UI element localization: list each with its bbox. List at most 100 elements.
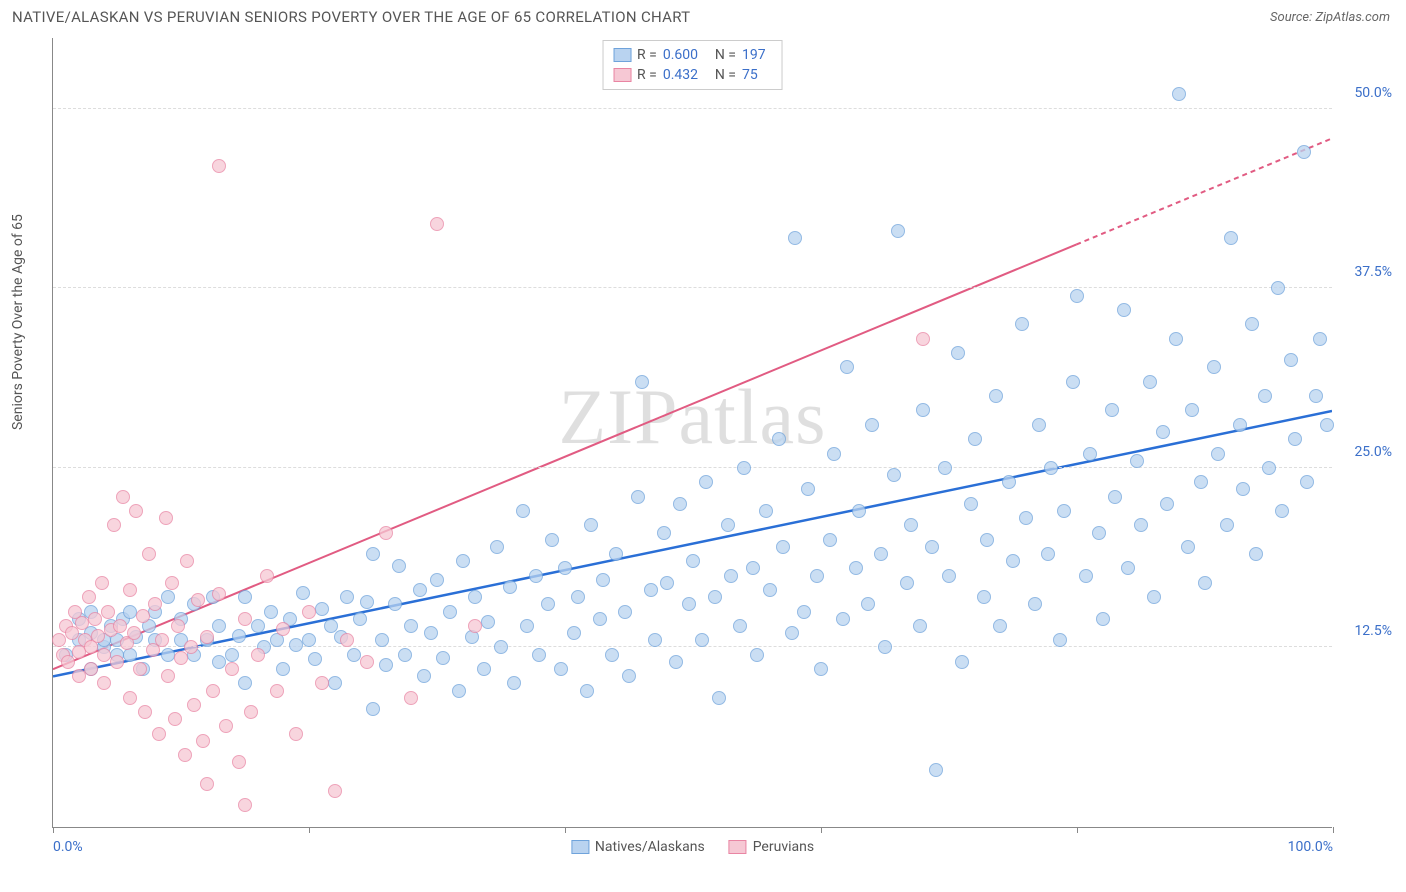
data-point: [584, 518, 598, 532]
data-point: [161, 648, 175, 662]
data-point: [110, 655, 124, 669]
gridline: [53, 108, 1332, 109]
x-tick: [1333, 827, 1334, 833]
data-point: [430, 217, 444, 231]
data-point: [490, 540, 504, 554]
data-point: [225, 662, 239, 676]
data-point: [669, 655, 683, 669]
scatter-chart: ZIPatlas R = 0.600 N = 197 R = 0.432 N =…: [52, 38, 1332, 828]
data-point: [165, 576, 179, 590]
data-point: [1143, 375, 1157, 389]
data-point: [746, 561, 760, 575]
data-point: [567, 626, 581, 640]
data-point: [849, 561, 863, 575]
data-point: [797, 605, 811, 619]
data-point: [127, 626, 141, 640]
data-point: [232, 755, 246, 769]
data-point: [635, 375, 649, 389]
data-point: [874, 547, 888, 561]
data-point: [1041, 547, 1055, 561]
data-point: [964, 497, 978, 511]
data-point: [404, 691, 418, 705]
y-axis-label: Seniors Poverty Over the Age of 65: [10, 214, 26, 430]
data-point: [264, 605, 278, 619]
data-point: [413, 583, 427, 597]
legend-item: Peruvians: [729, 839, 814, 855]
data-point: [225, 648, 239, 662]
data-point: [328, 784, 342, 798]
watermark: ZIPatlas: [559, 372, 827, 462]
data-point: [1233, 418, 1247, 432]
data-point: [989, 389, 1003, 403]
data-point: [180, 554, 194, 568]
data-point: [366, 702, 380, 716]
y-tick-label: 25.0%: [1354, 444, 1392, 460]
data-point: [1147, 590, 1161, 604]
data-point: [107, 518, 121, 532]
data-point: [123, 691, 137, 705]
data-point: [1079, 569, 1093, 583]
data-point: [436, 651, 450, 665]
data-point: [161, 669, 175, 683]
data-point: [238, 798, 252, 812]
data-point: [1284, 353, 1298, 367]
chart-title: NATIVE/ALASKAN VS PERUVIAN SENIORS POVER…: [12, 8, 690, 26]
data-point: [721, 518, 735, 532]
data-point: [951, 346, 965, 360]
data-point: [980, 533, 994, 547]
x-tick: [1077, 827, 1078, 833]
source-attribution: Source: ZipAtlas.com: [1270, 10, 1390, 25]
legend-swatch: [729, 840, 747, 854]
data-point: [695, 633, 709, 647]
n-value: 197: [742, 47, 772, 63]
data-point: [398, 648, 412, 662]
data-point: [184, 640, 198, 654]
x-tick: [821, 827, 822, 833]
data-point: [1181, 540, 1195, 554]
n-value: 75: [742, 67, 772, 83]
legend-row: R = 0.600 N = 197: [613, 45, 772, 65]
data-point: [571, 590, 585, 604]
data-point: [178, 748, 192, 762]
legend-row: R = 0.432 N = 75: [613, 65, 772, 85]
data-point: [1211, 447, 1225, 461]
data-point: [1220, 518, 1234, 532]
data-point: [516, 504, 530, 518]
data-point: [788, 231, 802, 245]
data-point: [1194, 475, 1208, 489]
series-legend: Natives/AlaskansPeruvians: [571, 839, 814, 855]
data-point: [244, 705, 258, 719]
data-point: [750, 648, 764, 662]
data-point: [836, 612, 850, 626]
data-point: [916, 332, 930, 346]
data-point: [276, 622, 290, 636]
data-point: [1108, 490, 1122, 504]
data-point: [417, 669, 431, 683]
data-point: [827, 447, 841, 461]
data-point: [955, 655, 969, 669]
data-point: [1002, 475, 1016, 489]
data-point: [865, 418, 879, 432]
r-value: 0.600: [663, 47, 709, 63]
data-point: [468, 590, 482, 604]
data-point: [913, 619, 927, 633]
data-point: [1032, 418, 1046, 432]
data-point: [379, 526, 393, 540]
data-point: [113, 619, 127, 633]
data-point: [529, 569, 543, 583]
data-point: [379, 658, 393, 672]
data-point: [260, 569, 274, 583]
data-point: [191, 593, 205, 607]
data-point: [302, 605, 316, 619]
data-point: [916, 403, 930, 417]
data-point: [97, 676, 111, 690]
data-point: [251, 619, 265, 633]
data-point: [133, 662, 147, 676]
data-point: [861, 597, 875, 611]
data-point: [296, 586, 310, 600]
data-point: [977, 590, 991, 604]
data-point: [929, 763, 943, 777]
data-point: [593, 612, 607, 626]
data-point: [759, 504, 773, 518]
data-point: [1006, 554, 1020, 568]
